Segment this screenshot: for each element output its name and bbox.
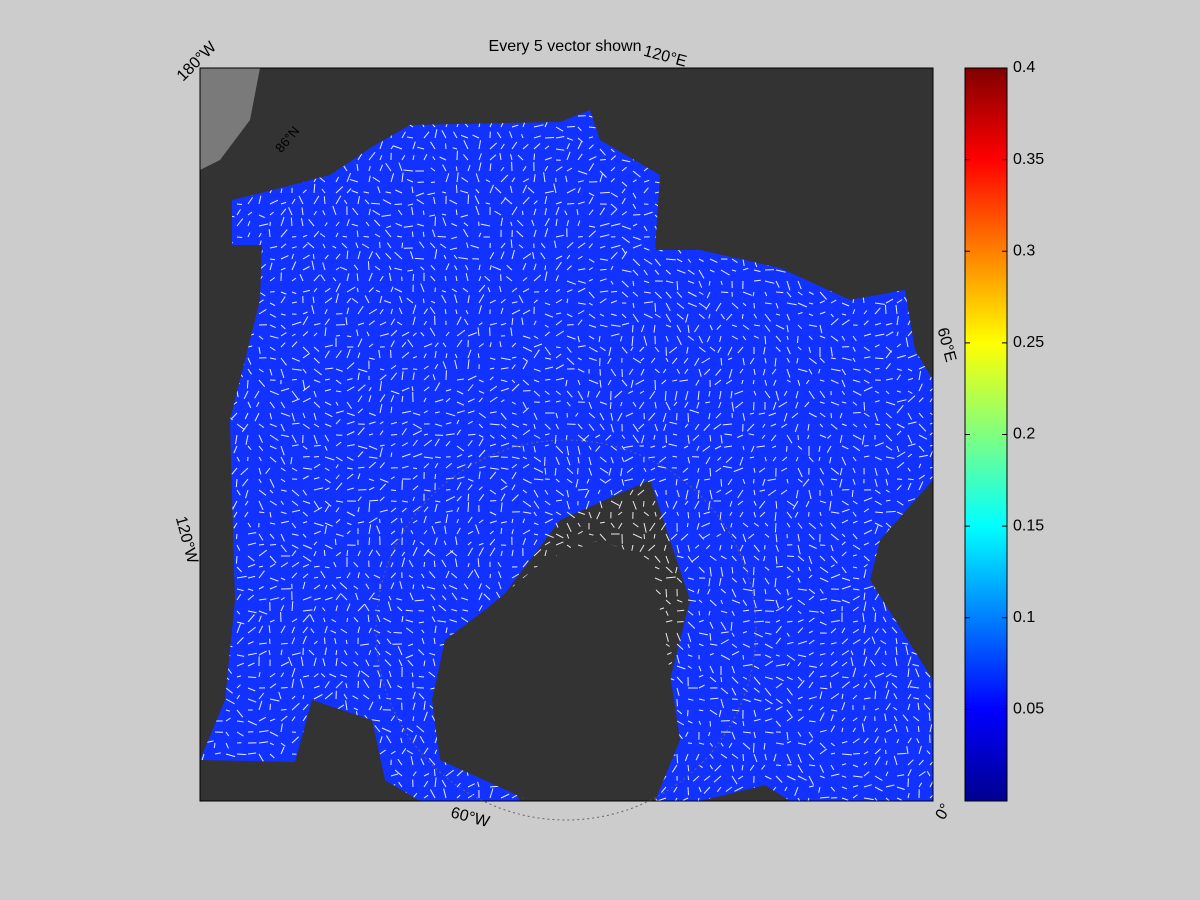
- colorbar-tick-label: 0.05: [1013, 701, 1044, 718]
- colorbar-tick-label: 0.3: [1013, 242, 1035, 259]
- title: Every 5 vector shown: [489, 38, 642, 55]
- colorbar-tick-label: 0.15: [1013, 517, 1044, 534]
- graticule: [375, 439, 757, 821]
- map: [199, 67, 934, 821]
- map-frame: [199, 67, 934, 802]
- colorbar-tick-label: 0.2: [1013, 426, 1035, 443]
- colorbar: 0.05 0.1 0.15 0.2 0.25 0.3 0.35 0.4: [964, 59, 1044, 802]
- colorbar-scale: [964, 67, 1008, 802]
- colorbar-tick-label: 0.1: [1013, 609, 1035, 626]
- land-shade: [200, 68, 260, 170]
- colorbar-tick-label: 0.4: [1013, 59, 1035, 76]
- colorbar-tick-label: 0.35: [1013, 151, 1044, 168]
- colorbar-tick-label: 0.25: [1013, 334, 1044, 351]
- greenland: [470, 480, 690, 801]
- lon-label: 0°: [933, 801, 955, 823]
